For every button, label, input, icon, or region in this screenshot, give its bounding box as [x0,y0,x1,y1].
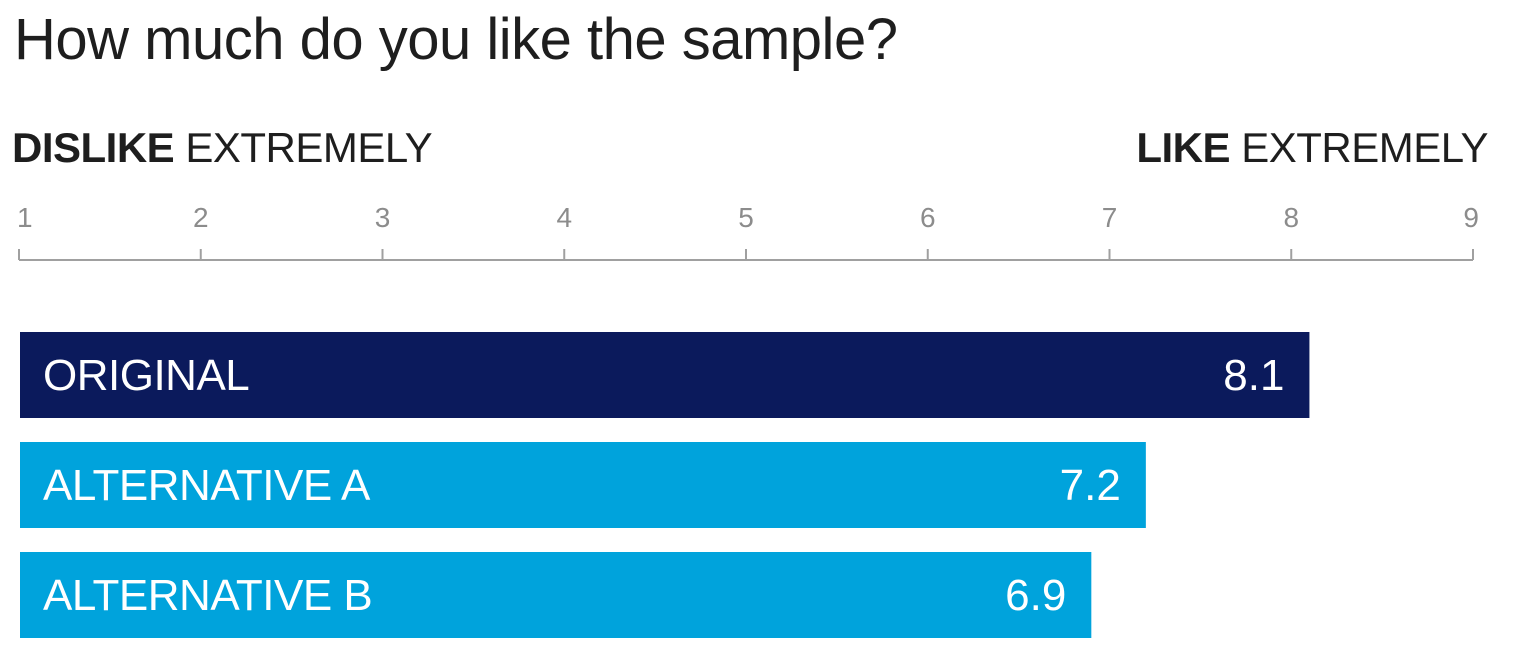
bar-group: ORIGINAL 8.1 [20,332,1310,418]
x-tick-label: 1 [17,202,33,233]
bar-value-label: 6.9 [1005,571,1066,620]
bar-group: ALTERNATIVE B 6.9 [20,552,1092,638]
x-tick-label: 6 [920,202,936,233]
x-tick-label: 8 [1283,202,1299,233]
scale-left-anchor-rest: EXTREMELY [185,124,433,171]
bar-value-label: 8.1 [1223,351,1284,400]
bar-value-label: 7.2 [1060,461,1121,510]
bar-group: ALTERNATIVE A 7.2 [20,442,1146,528]
x-axis: 1 2 3 4 5 6 7 8 9 [17,202,1479,261]
x-tick-label: 4 [556,202,572,233]
bar-category-label: ALTERNATIVE A [43,461,371,510]
scale-right-anchor-bold: LIKE [1136,124,1231,171]
x-tick-label: 2 [193,202,209,233]
bars: ORIGINAL 8.1 ALTERNATIVE A 7.2 ALTERNATIVE B… [20,332,1310,638]
x-tick-label: 3 [375,202,391,233]
scale-right-anchor: LIKE EXTREMELY [1136,124,1488,172]
x-tick-label: 7 [1102,202,1118,233]
bar-category-label: ALTERNATIVE B [43,571,372,620]
bar-alternative-a [20,442,1146,528]
bar-alternative-b [20,552,1092,638]
bar-category-label: ORIGINAL [43,351,249,400]
scale-left-anchor-bold: DISLIKE [12,124,175,171]
x-tick-label: 9 [1463,202,1479,233]
x-tick-label: 5 [738,202,754,233]
scale-right-anchor-rest: EXTREMELY [1241,124,1488,171]
bar-original [20,332,1310,418]
chart-title: How much do you like the sample? [14,7,898,72]
scale-left-anchor: DISLIKE EXTREMELY [12,124,433,172]
